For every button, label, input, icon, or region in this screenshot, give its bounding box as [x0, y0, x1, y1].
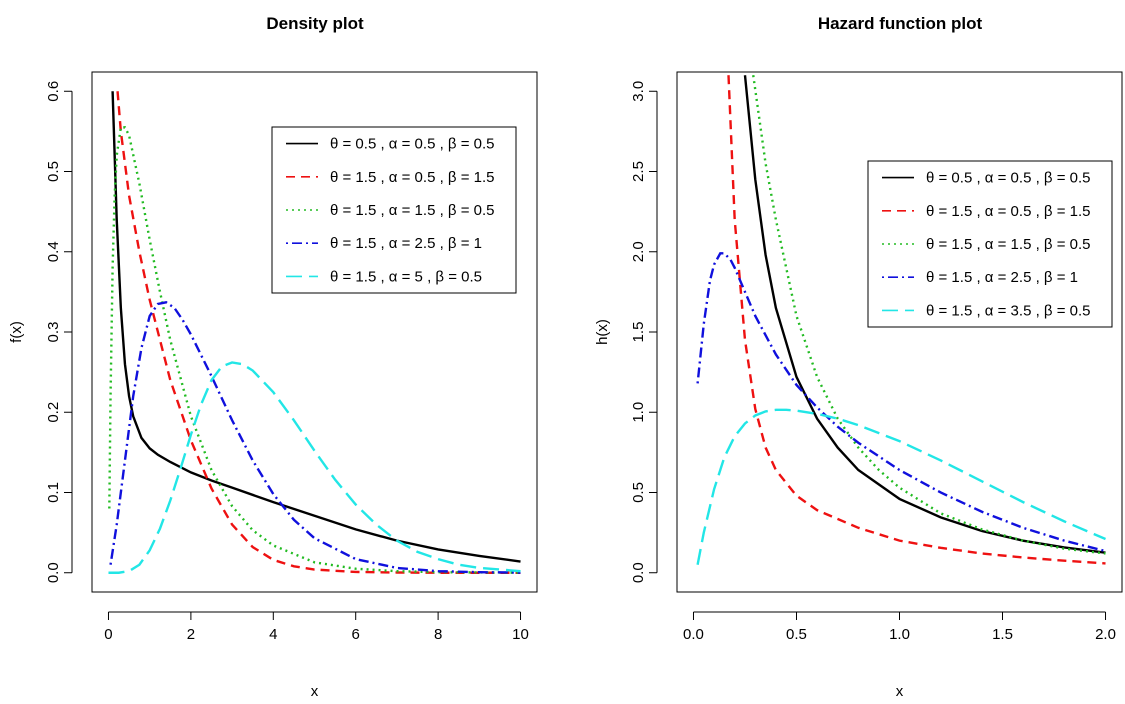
- series-group: [696, 75, 1106, 565]
- x-tick-label: 10: [512, 626, 529, 643]
- legend: θ = 0.5 , α = 0.5 , β = 0.5 θ = 1.5 , α =…: [271, 126, 517, 294]
- y-axis-label: f(x): [8, 321, 25, 343]
- hazard-chart: Hazard function plot 0.0 0.5 1.0 1.5 2.0 x 0.0 0…: [594, 14, 1123, 700]
- x-tick-label: 1.0: [889, 626, 910, 643]
- y-tick-label: 0.4: [45, 241, 62, 262]
- legend-label-1: θ = 0.5 , α = 0.5 , β = 0.5: [330, 136, 495, 153]
- legend-label-3: θ = 1.5 , α = 1.5 , β = 0.5: [926, 236, 1091, 253]
- y-tick-label: 2.0: [630, 241, 647, 262]
- series-line-3: [752, 75, 1106, 555]
- y-tick-label: 0.1: [45, 482, 62, 503]
- legend-label-5: θ = 1.5 , α = 3.5 , β = 0.5: [926, 302, 1091, 319]
- chart-title: Density plot: [266, 14, 364, 33]
- x-tick-label: 2.0: [1095, 626, 1116, 643]
- chart-title: Hazard function plot: [818, 14, 983, 33]
- y-tick-label: 3.0: [630, 81, 647, 102]
- series-group: [108, 91, 521, 574]
- y-tick-label: 0.2: [45, 402, 62, 423]
- series-line-2: [116, 91, 521, 574]
- x-tick-label: 0.0: [683, 626, 704, 643]
- x-axis-label: x: [311, 683, 319, 700]
- y-tick-label: 0.6: [45, 81, 62, 102]
- x-tick-label: 0: [104, 626, 112, 643]
- x-axis-label: x: [896, 683, 904, 700]
- legend-box: [271, 126, 517, 294]
- y-tick-label: 2.5: [630, 161, 647, 182]
- legend-label-4: θ = 1.5 , α = 2.5 , β = 1: [330, 235, 482, 252]
- series-line-5: [108, 361, 521, 574]
- legend-label-2: θ = 1.5 , α = 0.5 , β = 1.5: [330, 169, 495, 186]
- x-tick-label: 4: [269, 626, 277, 643]
- y-tick-label: 0.3: [45, 322, 62, 343]
- y-tick-label: 1.0: [630, 402, 647, 423]
- series-line-5: [696, 408, 1106, 565]
- legend-label-1: θ = 0.5 , α = 0.5 , β = 0.5: [926, 170, 1091, 187]
- x-tick-label: 6: [352, 626, 360, 643]
- plot-frame: [676, 71, 1123, 593]
- y-axis-label: h(x): [594, 319, 611, 345]
- x-tick-label: 8: [434, 626, 442, 643]
- legend-label-3: θ = 1.5 , α = 1.5 , β = 0.5: [330, 202, 495, 219]
- plot-frame: [91, 71, 538, 593]
- series-line-4: [109, 301, 521, 574]
- series-line-2: [727, 75, 1106, 565]
- x-tick-label: 0.5: [786, 626, 807, 643]
- x-tick-label: 1.5: [992, 626, 1013, 643]
- x-tick-label: 2: [187, 626, 195, 643]
- legend-label-2: θ = 1.5 , α = 0.5 , β = 1.5: [926, 203, 1091, 220]
- y-tick-label: 0.5: [45, 161, 62, 182]
- y-tick-label: 0.0: [630, 562, 647, 583]
- series-line-4: [696, 252, 1106, 553]
- legend-label-5: θ = 1.5 , α = 5 , β = 0.5: [330, 268, 482, 285]
- legend: θ = 0.5 , α = 0.5 , β = 0.5 θ = 1.5 , α =…: [867, 160, 1113, 328]
- density-chart: Density plot 0 2 4 6 8 10 x 0.0 0.1 0.2 0.3 0.4 0.5 0.…: [8, 14, 538, 700]
- y-tick-label: 1.5: [630, 322, 647, 343]
- legend-label-4: θ = 1.5 , α = 2.5 , β = 1: [926, 269, 1078, 286]
- y-tick-label: 0.5: [630, 482, 647, 503]
- y-tick-label: 0.0: [45, 562, 62, 583]
- legend-box: [867, 160, 1113, 328]
